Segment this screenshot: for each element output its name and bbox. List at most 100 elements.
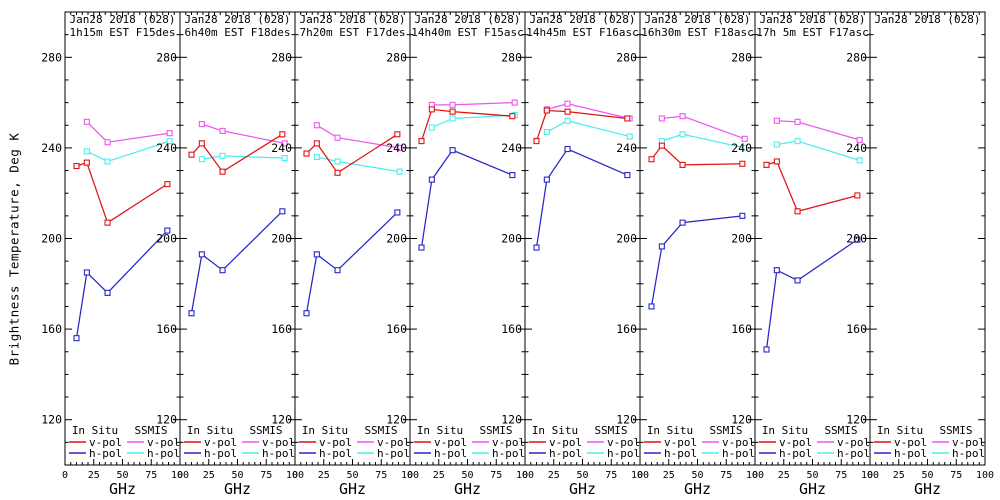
legend-insitu-hpol-label: h-pol <box>89 447 122 460</box>
legend-insitu-vpol-label: v-pol <box>894 436 927 449</box>
series-ssmis-v <box>83 118 173 146</box>
series-insitu-v <box>188 131 286 175</box>
panel-8: 120 160 200 240 280 0 25 50 75 100 GHz Jan28 2018 (… <box>846 11 994 498</box>
series-insitu-v <box>763 158 861 215</box>
series-line <box>191 133 283 173</box>
data-point-marker <box>219 168 226 175</box>
y-tick-label: 200 <box>156 232 177 246</box>
data-point-marker <box>856 136 863 144</box>
y-tick-label: 280 <box>616 50 637 64</box>
data-point-marker <box>658 243 665 250</box>
series-line <box>431 101 515 106</box>
data-point-marker <box>279 131 286 138</box>
data-point-marker <box>166 138 173 145</box>
series-insitu-v <box>73 159 171 226</box>
data-point-marker <box>313 140 320 147</box>
x-tick-label: 25 <box>663 470 675 481</box>
series-insitu-h <box>73 227 171 342</box>
series-line <box>190 210 283 314</box>
series-insitu-h <box>533 145 631 251</box>
y-tick-label: 200 <box>41 232 62 246</box>
data-point-marker <box>198 121 205 128</box>
legend-insitu-header: In Situ <box>877 424 923 437</box>
panel-title-date: Jan28 2018 (028) <box>875 13 981 26</box>
y-tick-label: 200 <box>271 232 292 246</box>
data-point-marker <box>794 208 801 215</box>
data-point-marker <box>854 236 861 243</box>
data-point-marker <box>83 159 90 166</box>
data-point-marker <box>564 100 571 107</box>
data-point-marker <box>648 156 655 163</box>
data-point-marker <box>658 142 665 149</box>
legend-insitu-hpol-label: h-pol <box>204 447 237 460</box>
legend-insitu-vpol-label: v-pol <box>549 436 582 449</box>
y-tick-label: 200 <box>501 232 522 246</box>
data-point-marker <box>679 161 686 168</box>
legend-ssmis-vpol-label: v-pol <box>377 436 410 449</box>
x-axis-unit-label: GHz <box>799 480 826 498</box>
series-ssmis-v <box>658 113 748 142</box>
y-tick-label: 240 <box>156 141 177 155</box>
x-tick-label: 25 <box>548 470 560 481</box>
data-point-marker <box>188 151 195 158</box>
y-tick-label: 200 <box>846 232 867 246</box>
x-tick-label: 75 <box>950 470 962 481</box>
panel-title-pass: 14h45m EST F16asc <box>526 26 639 39</box>
legend-ssmis-hpol-label: h-pol <box>607 447 640 460</box>
y-tick-label: 160 <box>41 322 62 336</box>
data-point-marker <box>543 107 550 114</box>
x-tick-label: 100 <box>401 470 419 481</box>
y-tick-label: 160 <box>271 322 292 336</box>
data-point-marker <box>794 138 801 145</box>
legend-insitu-vpol-label: v-pol <box>319 436 352 449</box>
x-tick-label: 50 <box>691 470 703 481</box>
legend-insitu-hpol-label: h-pol <box>434 447 467 460</box>
x-tick-label: 25 <box>203 470 215 481</box>
y-tick-label: 120 <box>386 413 407 427</box>
legend-insitu-hpol-label: h-pol <box>549 447 582 460</box>
data-point-marker <box>396 144 403 151</box>
legend-insitu-vpol-label: v-pol <box>434 436 467 449</box>
panel-title-date: Jan28 2018 (028) <box>185 13 291 26</box>
series-insitu-v <box>418 106 516 145</box>
y-tick-label: 200 <box>616 232 637 246</box>
data-point-marker <box>511 99 518 106</box>
data-point-marker <box>543 176 550 183</box>
panel-7: 120 160 200 240 280 0 25 50 75 100 GHz Jan28 2018 (… <box>731 11 879 498</box>
data-point-marker <box>509 172 516 179</box>
data-point-marker <box>449 101 456 108</box>
legend-ssmis-vpol-label: v-pol <box>837 436 870 449</box>
data-point-marker <box>198 251 205 258</box>
legend-insitu-hpol-label: h-pol <box>664 447 697 460</box>
series-line <box>420 149 513 248</box>
panel-box <box>869 11 986 466</box>
x-tick-label: 75 <box>490 470 502 481</box>
series-insitu-v <box>648 142 746 168</box>
legend-insitu-header: In Situ <box>302 424 348 437</box>
x-tick-label: 0 <box>292 470 298 481</box>
x-tick-label: 25 <box>893 470 905 481</box>
data-point-marker <box>624 115 631 122</box>
panel-2: 120 160 200 240 280 0 25 50 75 100 GHz Jan28 2018 (… <box>156 11 304 498</box>
legend-insitu-header: In Situ <box>72 424 118 437</box>
y-tick-label: 240 <box>616 141 637 155</box>
data-point-marker <box>449 147 456 154</box>
x-tick-label: 0 <box>637 470 643 481</box>
legend-ssmis-header: SSMIS <box>939 424 972 437</box>
data-point-marker <box>281 155 288 162</box>
data-point-marker <box>564 145 571 153</box>
series-line <box>651 144 743 166</box>
data-point-marker <box>334 158 341 165</box>
series-line <box>535 109 628 142</box>
legend-ssmis-vpol-label: v-pol <box>492 436 525 449</box>
x-tick-label: 50 <box>806 470 818 481</box>
x-tick-label: 25 <box>318 470 330 481</box>
data-point-marker <box>104 219 111 226</box>
panel-title-pass: 1h15m EST F15des <box>70 26 176 39</box>
data-point-marker <box>648 303 655 310</box>
data-point-marker <box>739 212 746 219</box>
legend-ssmis-vpol-label: v-pol <box>607 436 640 449</box>
data-point-marker <box>313 153 320 161</box>
data-point-marker <box>533 244 540 251</box>
